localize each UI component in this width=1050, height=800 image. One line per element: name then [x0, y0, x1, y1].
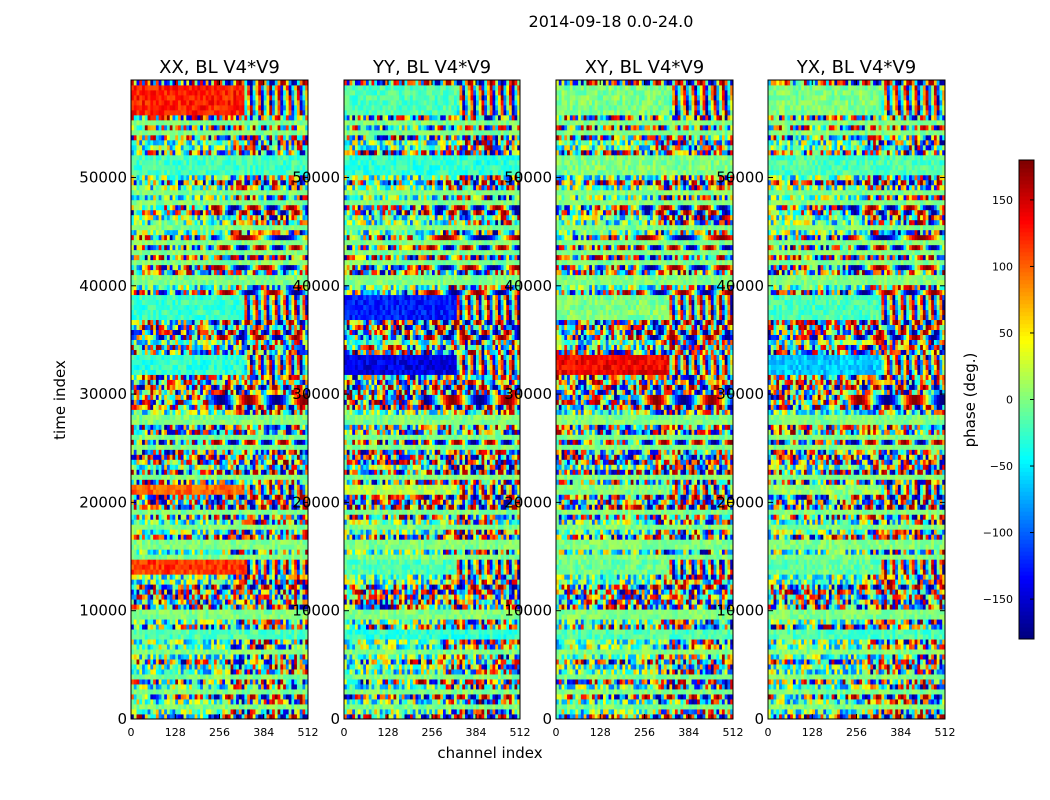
- xtick-label-yy-384: 384: [466, 726, 487, 739]
- panel-xy: [556, 80, 734, 720]
- ytick-label-yy-40000: 40000: [292, 277, 340, 295]
- colorbar-label: phase (deg.): [961, 353, 979, 448]
- xtick-label-yy-256: 256: [422, 726, 443, 739]
- ytick-label-yy-0: 0: [330, 710, 340, 728]
- colorbar-tick-label-3: 0: [1006, 394, 1013, 407]
- panel-title-xy: XY, BL V4*V9: [585, 57, 704, 78]
- xtick-label-yy-0: 0: [341, 726, 348, 739]
- figure-title: 2014-09-18 0.0-24.0: [0, 12, 1050, 31]
- ytick-label-xx-10000: 10000: [79, 602, 127, 620]
- xtick-label-xx-384: 384: [253, 726, 274, 739]
- colorbar-tick-label-2: −50: [990, 460, 1013, 473]
- panel-yy: [344, 80, 521, 720]
- colorbar-tick-label-0: −150: [983, 593, 1013, 606]
- ytick-label-xy-30000: 30000: [504, 385, 552, 403]
- ytick-label-xy-10000: 10000: [504, 602, 552, 620]
- colorbar-tick-label-1: −100: [983, 527, 1013, 540]
- ytick-label-yy-20000: 20000: [292, 493, 340, 511]
- xtick-label-xy-128: 128: [590, 726, 611, 739]
- ytick-label-yx-50000: 50000: [716, 168, 764, 186]
- colorbar-tick-label-6: 150: [992, 194, 1013, 207]
- panel-title-xx: XX, BL V4*V9: [159, 57, 280, 78]
- ytick-label-xy-40000: 40000: [504, 277, 552, 295]
- ytick-label-yx-10000: 10000: [716, 602, 764, 620]
- y-axis-label: time index: [51, 360, 69, 440]
- ytick-label-xx-50000: 50000: [79, 168, 127, 186]
- panel-yx: [768, 80, 946, 720]
- ytick-label-yy-10000: 10000: [292, 602, 340, 620]
- ytick-label-xx-30000: 30000: [79, 385, 127, 403]
- ytick-label-xx-0: 0: [117, 710, 127, 728]
- ytick-label-xy-20000: 20000: [504, 493, 552, 511]
- xtick-label-xy-256: 256: [634, 726, 655, 739]
- xtick-label-yx-0: 0: [765, 726, 772, 739]
- xtick-label-yx-256: 256: [846, 726, 867, 739]
- xtick-label-xy-512: 512: [723, 726, 744, 739]
- xtick-label-yy-512: 512: [510, 726, 531, 739]
- colorbar: [1019, 160, 1034, 640]
- ytick-label-xx-20000: 20000: [79, 493, 127, 511]
- ytick-label-yx-20000: 20000: [716, 493, 764, 511]
- ytick-label-yy-30000: 30000: [292, 385, 340, 403]
- ytick-label-yx-30000: 30000: [716, 385, 764, 403]
- xtick-label-yx-384: 384: [890, 726, 911, 739]
- panel-title-yx: YX, BL V4*V9: [796, 57, 916, 78]
- colorbar-tick-label-4: 50: [999, 327, 1013, 340]
- panel-xx: [131, 80, 309, 720]
- xtick-label-yx-512: 512: [935, 726, 956, 739]
- colorbar-tick-label-5: 100: [992, 260, 1013, 273]
- xtick-label-yy-128: 128: [378, 726, 399, 739]
- xtick-label-xy-384: 384: [678, 726, 699, 739]
- xtick-label-xx-512: 512: [298, 726, 319, 739]
- ytick-label-yx-40000: 40000: [716, 277, 764, 295]
- xtick-label-xy-0: 0: [553, 726, 560, 739]
- ytick-label-xy-50000: 50000: [504, 168, 552, 186]
- x-axis-label: channel index: [437, 744, 542, 762]
- ytick-label-xx-40000: 40000: [79, 277, 127, 295]
- ytick-label-yx-0: 0: [754, 710, 764, 728]
- xtick-label-yx-128: 128: [802, 726, 823, 739]
- panel-title-yy: YY, BL V4*V9: [372, 57, 491, 78]
- ytick-label-xy-0: 0: [542, 710, 552, 728]
- xtick-label-xx-0: 0: [128, 726, 135, 739]
- xtick-label-xx-256: 256: [209, 726, 230, 739]
- ytick-label-yy-50000: 50000: [292, 168, 340, 186]
- xtick-label-xx-128: 128: [165, 726, 186, 739]
